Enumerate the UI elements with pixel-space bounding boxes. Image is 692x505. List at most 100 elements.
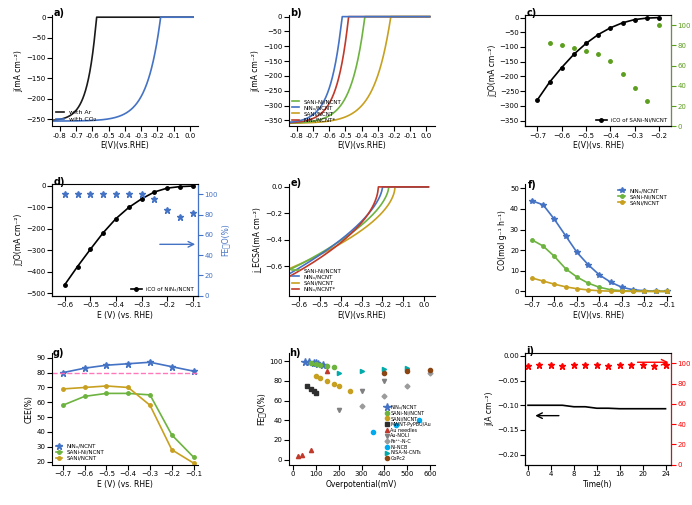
- Au needles: [323, 368, 331, 374]
- NiNₓ/NCNT: [367, 208, 375, 214]
- Au-NOLI: [403, 368, 411, 374]
- SANi-Ni/NCNT: [347, 230, 356, 236]
- X-axis label: E(V)(vs. RHE): E(V)(vs. RHE): [573, 311, 623, 320]
- SANi-Ni/NCNT: [330, 364, 338, 370]
- with CO₂: [154, 31, 163, 37]
- SANi/NCNT: [316, 375, 325, 381]
- SANi/NCNT: [367, 87, 376, 93]
- SANi/NCNT: [606, 288, 614, 294]
- NiNₓ/NCNT: [305, 359, 313, 365]
- NiNₓ/NCNT: [349, 14, 357, 20]
- NiNₓ/NCNT*: [390, 184, 398, 190]
- Y-axis label: j_ECSA(mA cm⁻²): j_ECSA(mA cm⁻²): [253, 207, 262, 273]
- SANi/NCNT: [309, 255, 318, 261]
- X-axis label: E(V)(vs.RHE): E(V)(vs.RHE): [100, 141, 149, 150]
- Ni-NCB: [415, 417, 423, 423]
- Line: with Ar: with Ar: [52, 17, 193, 120]
- NiNₓ/NCNT: [378, 187, 386, 193]
- NiNₓ/NCNT: [424, 184, 432, 190]
- Fe³⁺-N-C: [426, 370, 434, 376]
- Line: MWNT-PyPBU/Au: MWNT-PyPBU/Au: [304, 384, 318, 395]
- NiNₓ/NCNT: [651, 288, 659, 294]
- NiNₓ/NCNT*: [368, 14, 376, 20]
- Line: NiNₓ/NCNT: NiNₓ/NCNT: [289, 17, 430, 122]
- Y-axis label: j(mA cm⁻²): j(mA cm⁻²): [15, 50, 24, 92]
- SANi/NCNT: [102, 383, 111, 389]
- NiNₓ/NCNT*: [345, 14, 353, 20]
- with Ar: [93, 14, 101, 20]
- SANi-Ni/NCNT: [651, 288, 659, 294]
- SANi-Ni/NCNT: [424, 184, 432, 190]
- NiNₓ/NCNT: [318, 362, 327, 368]
- Line: SANi-Ni/NCNT: SANi-Ni/NCNT: [61, 392, 195, 459]
- SANi/NCNT: [528, 275, 536, 281]
- SANi-Ni/NCNT: [124, 390, 132, 396]
- SANi-Ni/NCNT: [426, 14, 434, 20]
- NiNₓ/NCNT: [663, 288, 671, 294]
- NiSA-N-CNTs: [335, 370, 343, 376]
- CoPc2: [380, 370, 388, 376]
- Text: f): f): [527, 180, 536, 190]
- NiNₓ/NCNT: [528, 197, 536, 204]
- SANi/NCNT: [284, 266, 293, 272]
- Line: SANi/NCNT: SANi/NCNT: [289, 187, 428, 269]
- NiNₓ/NCNT: [124, 361, 132, 367]
- NiNₓ/NCNT*: [309, 259, 318, 265]
- X-axis label: E(V)(vs.RHE): E(V)(vs.RHE): [337, 141, 386, 150]
- SANi-Ni/NCNT: [309, 118, 318, 124]
- Text: c): c): [527, 8, 536, 18]
- NiNₓ/NCNT: [573, 249, 581, 255]
- NiNₓ/NCNT: [390, 184, 398, 190]
- SANi-Ni/NCNT: [550, 254, 558, 260]
- SANi/NCNT: [584, 287, 592, 293]
- SANi-Ni/NCNT: [323, 363, 331, 369]
- Au needles: [298, 452, 307, 458]
- MWNT-PyPBU/Au: [307, 386, 316, 392]
- SANi-Ni/NCNT: [361, 14, 369, 20]
- SANi/NCNT: [391, 184, 399, 190]
- SANi-Ni/NCNT: [167, 432, 176, 438]
- Line: SANi-Ni/NCNT: SANi-Ni/NCNT: [289, 187, 428, 270]
- with Ar: [143, 14, 151, 20]
- Line: SANi/NCNT: SANi/NCNT: [314, 374, 352, 393]
- with Ar: [48, 117, 56, 123]
- NiNₓ/NCNT*: [349, 14, 357, 20]
- NiSA-N-CNTs: [357, 368, 365, 374]
- NiNₓ/NCNT*: [367, 207, 375, 213]
- Y-axis label: FE꜀O(%): FE꜀O(%): [221, 224, 230, 256]
- SANi-Ni/NCNT: [348, 78, 356, 84]
- Line: NiNₓ/NCNT: NiNₓ/NCNT: [60, 359, 197, 376]
- NiNₓ/NCNT: [284, 271, 293, 277]
- NiNₓ/NCNT: [539, 202, 547, 208]
- Text: g): g): [53, 348, 64, 359]
- SANi-Ni/NCNT: [284, 267, 293, 273]
- SANi-Ni/NCNT: [391, 14, 399, 20]
- SANi-Ni/NCNT: [309, 254, 318, 260]
- Line: NiNₓ/NCNT: NiNₓ/NCNT: [529, 198, 670, 294]
- SANi-Ni/NCNT: [561, 266, 570, 272]
- SANi/NCNT: [347, 234, 356, 240]
- NiSA-N-CNTs: [380, 366, 388, 372]
- Line: SANi/NCNT: SANi/NCNT: [61, 384, 195, 465]
- NiNₓ/NCNT*: [378, 184, 386, 190]
- SANi/NCNT: [539, 278, 547, 284]
- Text: a): a): [53, 8, 64, 18]
- SANi-Ni/NCNT: [390, 184, 398, 190]
- SANi-Ni/NCNT: [385, 184, 393, 190]
- Au-NOLI: [357, 388, 365, 394]
- NiNₓ/NCNT: [102, 362, 111, 368]
- NiNₓ/NCNT: [59, 370, 67, 376]
- NiNₓ/NCNT: [309, 256, 318, 262]
- NiNₓ/NCNT: [320, 96, 329, 103]
- Y-axis label: j(mA cm⁻²): j(mA cm⁻²): [251, 50, 260, 92]
- NiNₓ/NCNT: [80, 365, 89, 371]
- NiNₓ/NCNT: [167, 364, 176, 370]
- SANi/NCNT: [391, 14, 399, 20]
- Line: Ni-NCB: Ni-NCB: [371, 418, 421, 434]
- SANi-Ni/NCNT: [640, 288, 648, 294]
- SANi/NCNT: [320, 249, 329, 256]
- SANi-Ni/NCNT: [629, 288, 637, 294]
- NiNₓ/NCNT*: [426, 14, 434, 20]
- NiNₓ/NCNT: [320, 248, 329, 255]
- NiNₓ/NCNT: [629, 287, 637, 293]
